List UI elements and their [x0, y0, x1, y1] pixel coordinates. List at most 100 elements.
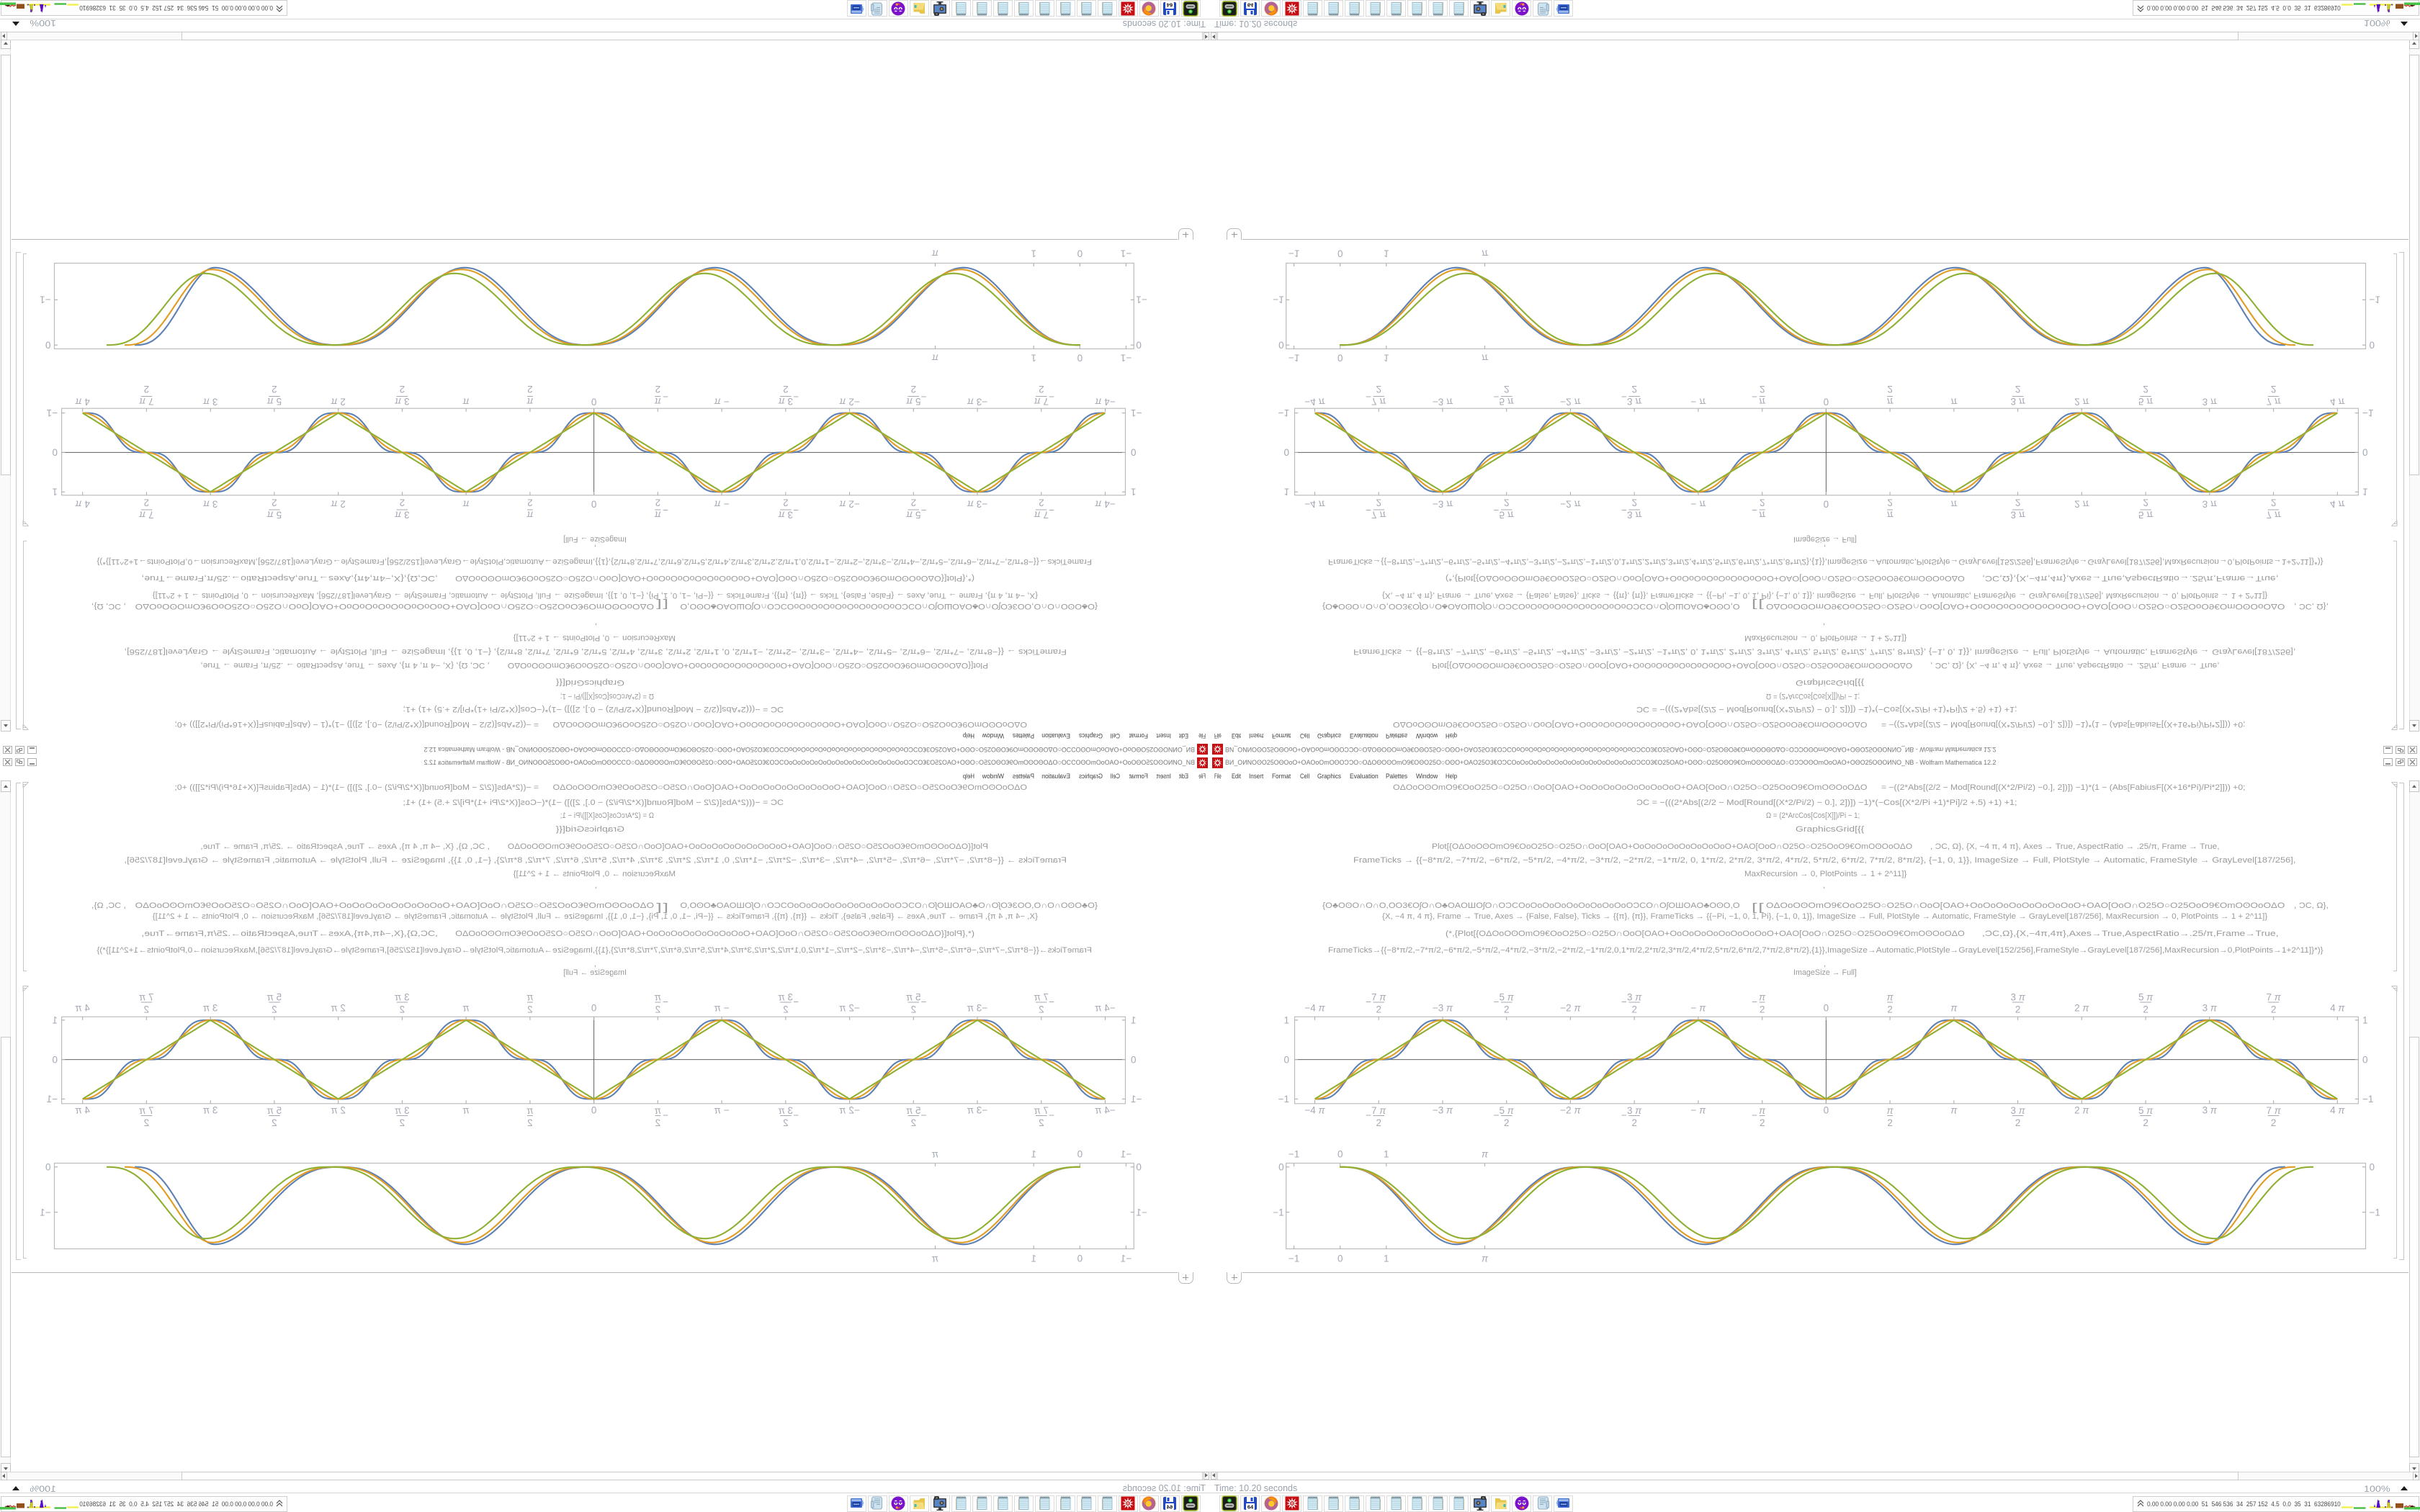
- svg-text:−: −: [1366, 996, 1371, 1007]
- svg-text:2: 2: [144, 1004, 150, 1015]
- svg-text:2: 2: [2143, 1004, 2148, 1015]
- svg-text:2: 2: [911, 1004, 917, 1015]
- svg-text:2: 2: [1039, 1004, 1044, 1015]
- svg-text:3 π: 3 π: [1627, 1105, 1642, 1116]
- svg-text:2 π: 2 π: [2074, 499, 2089, 510]
- svg-text:2: 2: [527, 498, 533, 508]
- svg-text:0: 0: [591, 1003, 597, 1014]
- svg-text:2: 2: [1504, 498, 1510, 508]
- svg-text:2 π: 2 π: [2074, 397, 2089, 408]
- svg-text:−: −: [793, 392, 799, 402]
- svg-text:2: 2: [2271, 1117, 2277, 1128]
- svg-text:0: 0: [1824, 499, 1829, 510]
- svg-text:2: 2: [2015, 384, 2021, 395]
- svg-text:0: 0: [1824, 1105, 1829, 1116]
- svg-text:π: π: [931, 248, 938, 259]
- svg-text:7 π: 7 π: [138, 510, 153, 521]
- svg-text:3 π: 3 π: [1627, 396, 1642, 407]
- svg-text:3 π: 3 π: [202, 397, 218, 408]
- svg-text:0: 0: [52, 1054, 58, 1065]
- svg-text:1: 1: [1131, 486, 1137, 497]
- svg-text:2: 2: [1504, 384, 1510, 395]
- svg-text:−: −: [1494, 392, 1500, 402]
- svg-text:2: 2: [911, 498, 917, 508]
- svg-text:−1: −1: [1289, 353, 1299, 364]
- svg-text:−: −: [663, 1110, 668, 1121]
- svg-text:π: π: [1759, 1105, 1766, 1116]
- svg-text:−1: −1: [40, 294, 50, 305]
- svg-text:0: 0: [1278, 1162, 1284, 1173]
- svg-text:0: 0: [1077, 1254, 1083, 1264]
- svg-text:3 π: 3 π: [2202, 1003, 2218, 1014]
- svg-text:−2 π: −2 π: [839, 397, 860, 408]
- svg-text:π: π: [1887, 992, 1894, 1003]
- svg-text:5 π: 5 π: [266, 510, 282, 521]
- svg-text:−4 π: −4 π: [1094, 499, 1115, 510]
- svg-text:−: −: [663, 392, 668, 402]
- svg-text:2: 2: [272, 1004, 277, 1015]
- svg-text:−4 π: −4 π: [1094, 397, 1115, 408]
- svg-text:0: 0: [1337, 1149, 1343, 1160]
- svg-text:−: −: [1366, 505, 1371, 516]
- svg-text:−1: −1: [47, 1094, 58, 1104]
- svg-text:π: π: [654, 396, 661, 407]
- svg-text:2: 2: [2015, 1117, 2021, 1128]
- svg-text:64: 64: [1247, 1504, 1254, 1511]
- svg-text:0: 0: [1077, 353, 1083, 364]
- svg-text:π: π: [1759, 510, 1766, 521]
- svg-text:−: −: [663, 996, 668, 1007]
- svg-text:2: 2: [1376, 1117, 1381, 1128]
- svg-text:2: 2: [1760, 498, 1765, 508]
- svg-text:2: 2: [1631, 1117, 1637, 1128]
- svg-text:−2 π: −2 π: [1560, 499, 1581, 510]
- svg-text:−4 π: −4 π: [1304, 1105, 1325, 1116]
- svg-text:π: π: [526, 1105, 533, 1116]
- svg-text:π: π: [462, 499, 470, 510]
- svg-text:2: 2: [527, 1117, 533, 1128]
- svg-text:0: 0: [45, 1162, 51, 1173]
- svg-text:−2 π: −2 π: [839, 1003, 860, 1014]
- svg-text:2: 2: [655, 498, 661, 508]
- svg-text:π: π: [1759, 992, 1766, 1003]
- svg-text:−1: −1: [2370, 1207, 2380, 1218]
- svg-text:−1: −1: [1121, 1149, 1131, 1160]
- svg-text:π: π: [1482, 1254, 1489, 1264]
- svg-text:3 π: 3 π: [202, 1105, 218, 1116]
- svg-text:π: π: [526, 992, 533, 1003]
- svg-text:5 π: 5 π: [2138, 1105, 2154, 1116]
- svg-text:1: 1: [1283, 486, 1289, 497]
- svg-text:−: −: [1621, 1110, 1627, 1121]
- svg-text:− π: − π: [1691, 397, 1707, 408]
- svg-text:2: 2: [1376, 384, 1381, 395]
- svg-text:5 π: 5 π: [266, 1105, 282, 1116]
- svg-text:7 π: 7 π: [2266, 396, 2281, 407]
- svg-text:2: 2: [272, 1117, 277, 1128]
- svg-text:3 π: 3 π: [778, 510, 793, 521]
- svg-text:− π: − π: [1691, 1003, 1707, 1014]
- svg-text:π: π: [526, 510, 533, 521]
- svg-text:1: 1: [1384, 248, 1389, 259]
- svg-text:0: 0: [1136, 1162, 1142, 1173]
- svg-text:0: 0: [1278, 339, 1284, 350]
- svg-text:5 π: 5 π: [2138, 396, 2154, 407]
- svg-text:5 π: 5 π: [1500, 510, 1515, 521]
- svg-text:2: 2: [911, 1117, 917, 1128]
- svg-text:7 π: 7 π: [1034, 992, 1049, 1003]
- svg-text:5 π: 5 π: [1500, 992, 1515, 1003]
- svg-text:4 π: 4 π: [2330, 1003, 2345, 1014]
- svg-text:−2 π: −2 π: [1560, 397, 1581, 408]
- svg-text:2: 2: [1887, 498, 1893, 508]
- svg-text:π: π: [1887, 1105, 1894, 1116]
- svg-text:2: 2: [783, 498, 789, 508]
- svg-text:−: −: [793, 505, 799, 516]
- svg-text:−3 π: −3 π: [967, 1105, 987, 1116]
- svg-text:7 π: 7 π: [1034, 396, 1049, 407]
- svg-text:2: 2: [2271, 1004, 2277, 1015]
- svg-text:−: −: [1621, 392, 1627, 402]
- svg-text:2 π: 2 π: [331, 1105, 346, 1116]
- svg-text:3 π: 3 π: [394, 510, 409, 521]
- svg-text:2: 2: [2143, 1117, 2148, 1128]
- svg-text:−1: −1: [1121, 1254, 1131, 1264]
- svg-text:2: 2: [1760, 384, 1765, 395]
- svg-text:7 π: 7 π: [1034, 1105, 1049, 1116]
